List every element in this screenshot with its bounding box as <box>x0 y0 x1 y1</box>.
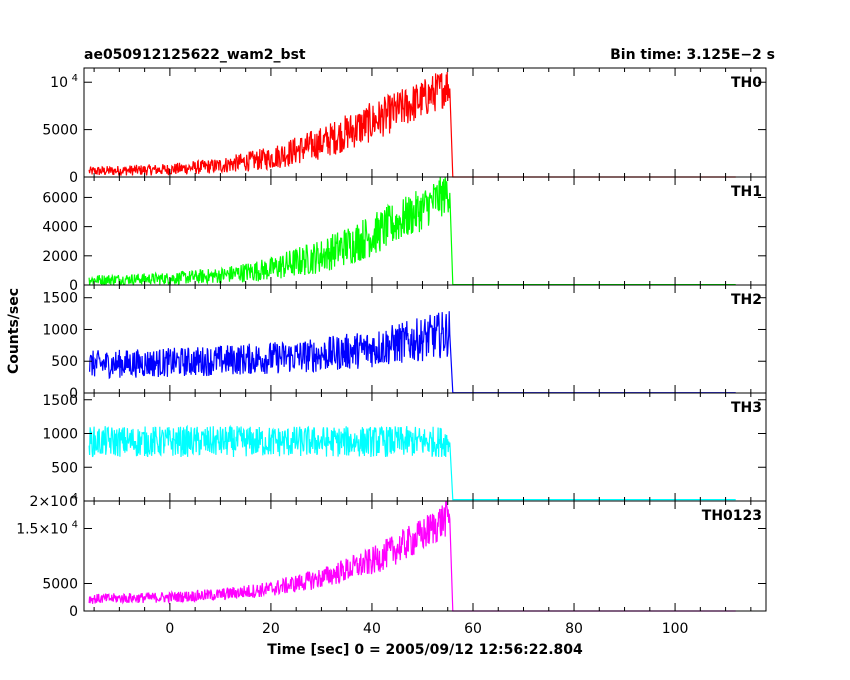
y-tick-exponent: 4 <box>72 73 78 84</box>
y-tick-label: 0 <box>69 386 78 402</box>
bin-time-label: Bin time: 3.125E−2 s <box>610 47 775 63</box>
panel-label-th0123: TH0123 <box>702 508 762 524</box>
series-line-th3 <box>88 424 736 501</box>
y-tick-label: 6000 <box>42 190 78 206</box>
y-tick-label: 500 <box>51 460 78 476</box>
y-tick-label: 1500 <box>42 393 78 409</box>
series-line-th0123 <box>88 500 736 612</box>
y-tick-label: 0 <box>69 170 78 186</box>
y-tick-label: 5000 <box>42 577 78 593</box>
series-line-th0 <box>88 71 736 178</box>
y-tick-exponent: 4 <box>72 520 78 531</box>
x-tick-label: 80 <box>565 621 583 637</box>
y-tick-label: 1000 <box>42 427 78 443</box>
y-axis-label: Counts/sec <box>6 288 22 374</box>
y-tick-label: 5000 <box>42 123 78 139</box>
y-tick-label: 500 <box>51 354 78 370</box>
y-tick-label: 1000 <box>42 322 78 338</box>
y-tick-label: 10 <box>50 75 68 91</box>
panel-frame <box>83 284 767 394</box>
x-tick-label: 0 <box>165 621 174 637</box>
chart-title: ae050912125622_wam2_bst <box>84 47 306 63</box>
y-tick-label: 0 <box>69 278 78 294</box>
panel-label-th2: TH2 <box>731 292 762 308</box>
x-tick-label: 60 <box>464 621 482 637</box>
series-line-th2 <box>88 311 736 394</box>
panel-frame <box>83 500 767 612</box>
x-tick-label: 40 <box>363 621 381 637</box>
y-tick-label: 1500 <box>42 291 78 307</box>
panel-label-th3: TH3 <box>731 400 762 416</box>
y-tick-label: 1.5×10 <box>16 522 68 538</box>
y-tick-exponent: 4 <box>72 492 78 503</box>
panel-label-th0: TH0 <box>731 75 762 91</box>
y-tick-label: 2000 <box>42 249 78 265</box>
series-line-th1 <box>88 176 736 287</box>
panel-label-th1: TH1 <box>731 184 762 200</box>
x-tick-label: 20 <box>262 621 280 637</box>
x-tick-label: 100 <box>662 621 689 637</box>
x-axis-label: Time [sec] 0 = 2005/09/12 12:56:22.804 <box>267 642 583 658</box>
y-tick-label: 2×10 <box>30 494 68 510</box>
y-tick-label: 0 <box>69 494 78 510</box>
y-tick-label: 0 <box>69 604 78 620</box>
y-tick-label: 4000 <box>42 220 78 236</box>
